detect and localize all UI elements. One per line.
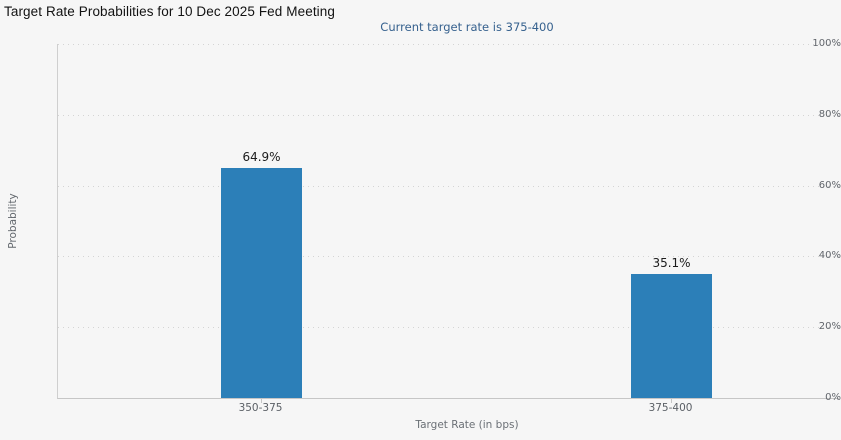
y-gridline <box>58 185 839 187</box>
x-axis-tick-mark <box>260 399 262 403</box>
probability-bar[interactable] <box>631 273 712 398</box>
chart-title: Target Rate Probabilities for 10 Dec 202… <box>4 4 335 19</box>
y-axis-tick-label: 80% <box>818 108 841 120</box>
x-axis-title: Target Rate (in bps) <box>415 419 519 431</box>
y-gridline <box>58 114 839 116</box>
y-axis-tick-label: 60% <box>818 179 841 191</box>
y-axis-tick-label: 0% <box>825 392 841 403</box>
bar-value-label: 35.1% <box>652 255 691 270</box>
probability-bar[interactable] <box>221 168 302 398</box>
y-gridline <box>58 256 839 258</box>
chart-subtitle: Current target rate is 375-400 <box>380 20 554 34</box>
plot-area: 64.9% 35.1% <box>57 44 839 399</box>
y-gridline <box>58 44 839 45</box>
x-axis-tick-label: 375-400 <box>648 402 693 414</box>
y-axis-tick-label: 20% <box>818 321 841 333</box>
y-axis-tick-label: 40% <box>818 250 841 262</box>
x-axis-tick-mark <box>670 399 672 403</box>
y-gridline <box>58 327 839 329</box>
x-axis-tick-label: 350-375 <box>238 402 283 414</box>
y-axis-title: Probability <box>7 193 19 249</box>
y-axis-tick-label: 100% <box>812 38 841 49</box>
bar-value-label: 64.9% <box>242 150 281 165</box>
